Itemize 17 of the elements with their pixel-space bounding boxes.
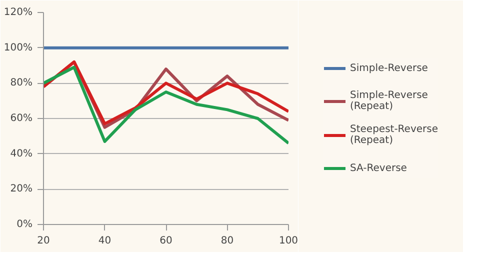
legend-label: SA-Reverse bbox=[350, 162, 407, 174]
y-tick-label: 100% bbox=[4, 42, 33, 54]
line-series bbox=[44, 66, 288, 145]
y-tick-label: 80% bbox=[10, 78, 33, 89]
x-tick-label: 60 bbox=[160, 236, 172, 246]
legend-label: Simple-Reverse (Repeat) bbox=[350, 90, 428, 112]
y-tick-label: 20% bbox=[10, 184, 33, 195]
y-tick-label: 0% bbox=[16, 219, 33, 230]
x-tick-label: 100 bbox=[278, 236, 298, 246]
y-tick-label: 40% bbox=[10, 148, 33, 160]
y-tick-label: 120% bbox=[4, 7, 33, 18]
legend-label: Steepest-Reverse (Repeat) bbox=[350, 124, 438, 146]
legend-label: Simple-Reverse bbox=[350, 62, 428, 74]
x-tick-label: 40 bbox=[98, 236, 112, 246]
y-tick-label: 60% bbox=[10, 113, 33, 124]
x-tick-label: 20 bbox=[37, 236, 50, 246]
x-tick-label: 80 bbox=[220, 236, 234, 246]
